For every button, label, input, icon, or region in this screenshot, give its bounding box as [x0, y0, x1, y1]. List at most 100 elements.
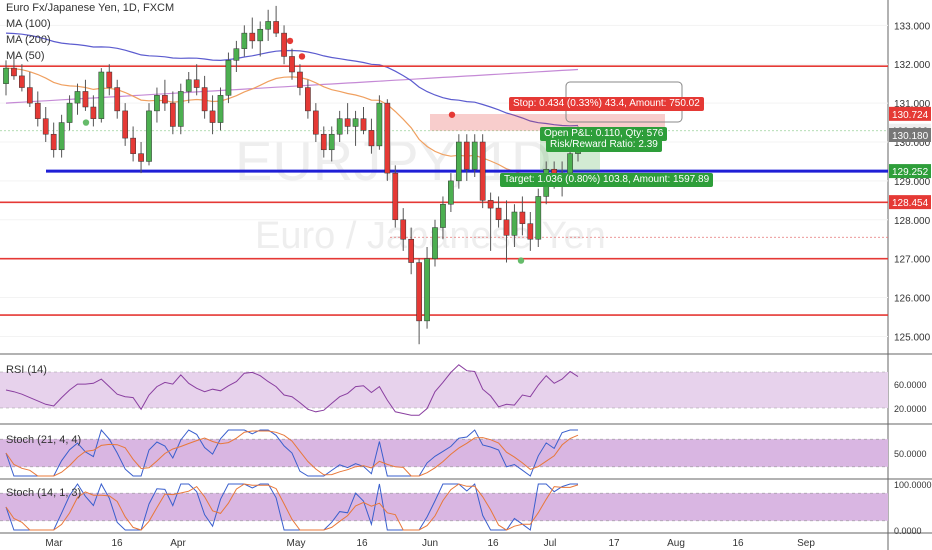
candle-body [177, 91, 184, 127]
candle-body [130, 137, 136, 154]
candle-body [344, 118, 351, 127]
candle-body [11, 67, 17, 77]
time-tick-label[interactable]: Jul [544, 538, 557, 549]
rsi-line [5, 364, 579, 416]
watermark-name: Euro / Japanese Yen [255, 215, 606, 257]
stoch1-k-line [5, 428, 578, 477]
candle-body [440, 203, 446, 228]
signal-dot [82, 119, 90, 126]
oscillator-tick-label[interactable]: 100.0000 [894, 480, 932, 490]
stoch1-d-line [5, 430, 579, 477]
candle-body [74, 91, 81, 104]
candle-body [114, 87, 121, 112]
price-label-bg[interactable] [889, 195, 931, 210]
time-axis[interactable]: Mar 16 Apr May 16 Jun 16 Jul 17 Aug 16 Sep [45, 538, 815, 549]
stop-zone[interactable] [430, 114, 665, 131]
risk-reward-tag[interactable]: Risk/Reward Ratio: 2.39 [546, 138, 662, 152]
price-tick-label[interactable]: 128.000 [894, 216, 931, 227]
price-tick-label[interactable]: 125.000 [894, 332, 931, 343]
time-tick-label[interactable]: Sep [797, 538, 815, 549]
candle-body [50, 133, 57, 151]
price-label-value[interactable]: 130.180 [892, 131, 929, 142]
legend-ma200[interactable]: MA (200) [6, 34, 51, 46]
candle-body [90, 106, 97, 119]
price-tick-label[interactable]: 131.000 [894, 99, 931, 110]
oscillator-tick-label[interactable]: 0.0000 [894, 526, 922, 536]
oscillator-tick-label[interactable]: 60.0000 [894, 380, 927, 390]
candle-body [487, 200, 494, 209]
target-tag[interactable]: Target: 1.036 (0.80%) 103.8, Amount: 159… [500, 173, 714, 187]
price-label-value[interactable]: 128.454 [892, 198, 929, 209]
candle-body [312, 110, 319, 135]
price-tick-label[interactable]: 130.000 [894, 138, 931, 149]
candle-body [289, 56, 295, 73]
oscillator-band [0, 439, 888, 467]
legend-ma100[interactable]: MA (100) [6, 18, 51, 30]
price-label-bg[interactable] [889, 164, 931, 179]
time-tick-label[interactable]: Jun [422, 538, 438, 549]
time-tick-label[interactable]: 16 [111, 538, 123, 549]
candle-body [201, 87, 208, 112]
candle-body [360, 118, 367, 131]
price-label-bg[interactable] [889, 128, 931, 142]
candle-body [448, 180, 454, 205]
candle-body [82, 91, 89, 108]
price-label-bg[interactable] [889, 106, 931, 121]
candle-body [169, 102, 176, 127]
candle-body [495, 207, 502, 221]
time-tick-label[interactable]: 16 [732, 538, 744, 549]
candle-body [3, 67, 9, 84]
candle-body [193, 79, 200, 88]
signal-dot [286, 37, 294, 45]
candle-body [42, 118, 49, 135]
time-tick-label[interactable]: May [287, 538, 306, 549]
price-tick-label[interactable]: 127.000 [894, 255, 931, 266]
candle-body [146, 110, 152, 162]
candle-body [479, 141, 486, 201]
candle-body [185, 79, 192, 92]
price-label-value[interactable]: 130.724 [892, 110, 929, 121]
time-tick-label[interactable]: 16 [487, 538, 499, 549]
signal-dot [517, 257, 525, 264]
candle-body [122, 110, 129, 139]
price-tick-label[interactable]: 126.000 [894, 294, 931, 305]
time-tick-label[interactable]: Mar [45, 538, 63, 549]
legend-ma50[interactable]: MA (50) [6, 50, 45, 62]
price-label-value[interactable]: 129.252 [892, 167, 929, 178]
candle-body [273, 21, 279, 34]
time-tick-label[interactable]: 17 [608, 538, 620, 549]
candle-body [519, 211, 526, 224]
stoch1-label[interactable]: Stoch (21, 4, 4) [6, 434, 82, 446]
candle-body [305, 87, 311, 112]
oscillator-tick-label[interactable]: 50.0000 [894, 449, 927, 459]
candle-body [503, 219, 510, 236]
time-tick-label[interactable]: 16 [356, 538, 368, 549]
stoch2-label[interactable]: Stoch (14, 1, 3) [6, 487, 82, 499]
open-pnl-tag[interactable]: Open P&L: 0.110, Qty: 576 [540, 127, 668, 141]
price-tick-label[interactable]: 132.000 [894, 60, 931, 71]
candle-body [392, 172, 399, 221]
candle-body [471, 141, 478, 170]
candle-body [297, 71, 303, 88]
candle-body [416, 262, 422, 322]
candle-body [463, 141, 470, 170]
candle-body [66, 102, 73, 123]
candle-body [424, 258, 430, 322]
price-axis[interactable]: 60.0000 20.0000 50.0000 100.0000 0.0000 133.0… [889, 21, 932, 536]
price-tick-label[interactable]: 133.000 [894, 21, 931, 32]
price-tick-label[interactable]: 129.000 [894, 177, 931, 188]
candle-body [432, 227, 438, 259]
rsi-label[interactable]: RSI (14) [6, 364, 47, 376]
time-tick-label[interactable]: Apr [170, 538, 186, 549]
candle-body [138, 153, 144, 162]
time-tick-label[interactable]: Aug [667, 538, 685, 549]
candle-body [511, 211, 518, 236]
oscillator-band [0, 372, 888, 408]
stoch2-k-line [5, 482, 578, 531]
candle-body [98, 71, 105, 119]
oscillator-tick-label[interactable]: 20.0000 [894, 404, 927, 414]
candle-body [233, 48, 240, 61]
stop-tag[interactable]: Stop: 0.434 (0.33%) 43.4, Amount: 750.02 [509, 97, 704, 111]
candle-body [328, 133, 335, 151]
